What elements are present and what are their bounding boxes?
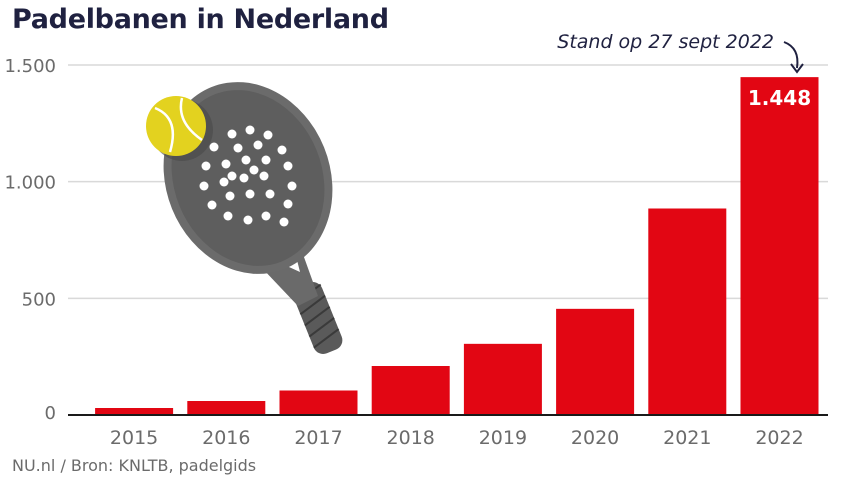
x-tick-label: 2015 — [110, 427, 158, 449]
x-tick-label: 2020 — [571, 427, 619, 449]
y-tick-label: 0 — [45, 403, 56, 424]
bar-2017 — [279, 390, 358, 415]
tennis-ball-icon — [146, 96, 213, 161]
racket-hole — [253, 140, 263, 150]
racket-hole — [263, 130, 273, 140]
bar-2018 — [371, 366, 450, 415]
racket-hole — [243, 215, 253, 225]
x-tick-label: 2022 — [755, 427, 803, 449]
racket-hole — [279, 217, 289, 227]
racket-hole — [223, 211, 233, 221]
racket-holes — [199, 125, 297, 227]
racket-hole — [225, 191, 235, 201]
racket-hole — [277, 145, 287, 155]
bars: 1.448 — [95, 77, 819, 415]
x-tick-label: 2017 — [294, 427, 342, 449]
racket-hole — [233, 143, 243, 153]
racket-hole — [261, 211, 271, 221]
bar-2022 — [740, 77, 819, 415]
bar-2015 — [95, 408, 174, 415]
arrowhead-icon — [790, 63, 804, 74]
bar-2019 — [463, 343, 542, 415]
annotation-text: Stand op 27 sept 2022 — [557, 31, 774, 53]
racket-hole — [245, 189, 255, 199]
bar-2016 — [187, 401, 266, 415]
x-tick-label: 2019 — [479, 427, 527, 449]
racket-hole — [227, 129, 237, 139]
x-tick-label: 2018 — [387, 427, 435, 449]
racket-hole — [249, 165, 259, 175]
racket-hole — [239, 173, 249, 183]
y-tick-labels: 0 500 1.000 1.500 — [4, 56, 56, 424]
racket-hole — [265, 189, 275, 199]
racket-hole — [209, 142, 219, 152]
racket-hole — [245, 125, 255, 135]
racket-hole — [227, 171, 237, 181]
bar-2021 — [648, 208, 727, 415]
racket-hole — [259, 171, 269, 181]
racket-hole — [207, 200, 217, 210]
racket-hole — [283, 199, 293, 209]
racket-hole — [241, 155, 251, 165]
racket-hole — [219, 177, 229, 187]
x-tick-label: 2021 — [663, 427, 711, 449]
source-note: NU.nl / Bron: KNLTB, padelgids — [12, 456, 257, 475]
x-tick-labels: 2015 2016 2017 2018 2019 2020 2021 2022 — [110, 427, 804, 449]
racket-hole — [199, 181, 209, 191]
chart-title: Padelbanen in Nederland — [12, 4, 389, 35]
racket-hole — [283, 161, 293, 171]
y-tick-label: 1.000 — [4, 173, 56, 194]
racket-hole — [201, 161, 211, 171]
value-label: 1.448 — [748, 86, 811, 110]
x-tick-label: 2016 — [202, 427, 250, 449]
y-tick-label: 1.500 — [4, 56, 56, 77]
y-tick-label: 500 — [22, 289, 56, 310]
racket-hole — [287, 181, 297, 191]
racket-hole — [261, 155, 271, 165]
bar-2020 — [556, 308, 635, 415]
racket-hole — [221, 159, 231, 169]
annotation-arrow-icon — [783, 41, 799, 69]
